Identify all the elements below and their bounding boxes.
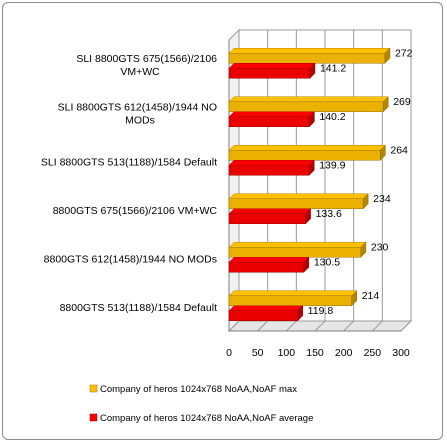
bar-end-series-0 (380, 144, 386, 161)
category-label: VM+WC (120, 66, 160, 78)
bar-series-0 (228, 150, 381, 161)
data-label-series-1: 130.5 (314, 256, 340, 268)
bar-series-1 (228, 165, 310, 176)
bar-top-series-0 (228, 48, 391, 54)
data-label-series-0: 214 (362, 290, 380, 302)
data-label-series-0: 272 (395, 47, 413, 59)
x-tick-label: 200 (335, 347, 353, 359)
bar-top-series-1 (228, 208, 312, 214)
bar-end-series-1 (303, 256, 310, 273)
bar-series-1 (228, 310, 298, 321)
bar-top-series-1 (228, 63, 316, 69)
gridline (400, 30, 412, 332)
legend-label-series-0: Company of heros 1024x768 NoAA,NoAF max (100, 384, 297, 395)
data-label-series-0: 269 (393, 96, 411, 108)
bar-top-series-0 (228, 242, 367, 248)
gridline (314, 30, 326, 332)
x-tick-label: 250 (364, 347, 382, 359)
data-label-series-1: 140.2 (319, 111, 345, 123)
category-label: SLI 8800GTS 612(1458)/1944 NO (58, 101, 217, 113)
legend-swatch-series-1 (89, 413, 98, 422)
bar-end-series-1 (308, 159, 315, 176)
x-tick-label: 0 (226, 347, 232, 359)
bar-top-series-0 (228, 290, 358, 296)
bar-series-1 (228, 116, 310, 127)
gridline (343, 30, 355, 332)
data-label-series-0: 234 (373, 193, 391, 205)
bar-top-series-0 (228, 96, 389, 102)
data-label-series-1: 133.6 (316, 208, 342, 220)
bar-series-1 (228, 213, 306, 224)
x-tick-label: 50 (252, 347, 264, 359)
legend-swatch-series-0 (89, 384, 98, 393)
bar-end-series-0 (360, 241, 367, 258)
bar-top-series-1 (228, 160, 315, 166)
category-label: 8800GTS 675(1566)/2106 VM+WC (53, 205, 218, 217)
category-label: MODs (125, 114, 155, 126)
bar-top-series-1 (228, 305, 304, 311)
data-label-series-1: 141.2 (320, 62, 346, 74)
data-label-series-0: 230 (371, 241, 389, 253)
gridline (371, 30, 383, 332)
category-label: SLI 8800GTS 675(1566)/2106 (76, 53, 217, 65)
bar-series-0 (228, 101, 384, 112)
bar-end-series-0 (362, 193, 369, 210)
x-tick-label: 100 (278, 347, 296, 359)
category-label: SLI 8800GTS 513(1188)/1584 Default (41, 156, 217, 168)
data-label-series-1: 119.8 (308, 305, 334, 317)
category-label: 8800GTS 612(1458)/1944 NO MODs (44, 253, 217, 265)
bar-end-series-1 (309, 62, 316, 79)
bar-end-series-0 (351, 290, 357, 307)
data-label-series-1: 139.9 (319, 159, 345, 171)
legend-label-series-1: Company of heros 1024x768 NoAA,NoAF aver… (100, 413, 313, 424)
bar-top-series-1 (228, 111, 315, 117)
bar-top-series-0 (228, 193, 369, 199)
bar-end-series-0 (382, 96, 389, 113)
bar-series-1 (228, 68, 311, 79)
bar-end-series-0 (384, 47, 391, 64)
bar-series-0 (228, 53, 386, 64)
bar-series-0 (228, 198, 364, 209)
category-label: 8800GTS 513(1188)/1584 Default (60, 302, 217, 314)
bar-series-1 (228, 262, 305, 273)
bar-top-series-0 (228, 145, 386, 151)
bar-series-0 (228, 295, 352, 306)
bar-series-0 (228, 247, 362, 258)
bar-end-series-1 (297, 305, 303, 322)
x-tick-label: 150 (306, 347, 324, 359)
bar-end-series-1 (305, 208, 311, 225)
x-tick-label: 300 (392, 347, 410, 359)
bar-top-series-1 (228, 257, 310, 263)
data-label-series-0: 264 (390, 144, 408, 156)
bar-end-series-1 (309, 111, 315, 128)
